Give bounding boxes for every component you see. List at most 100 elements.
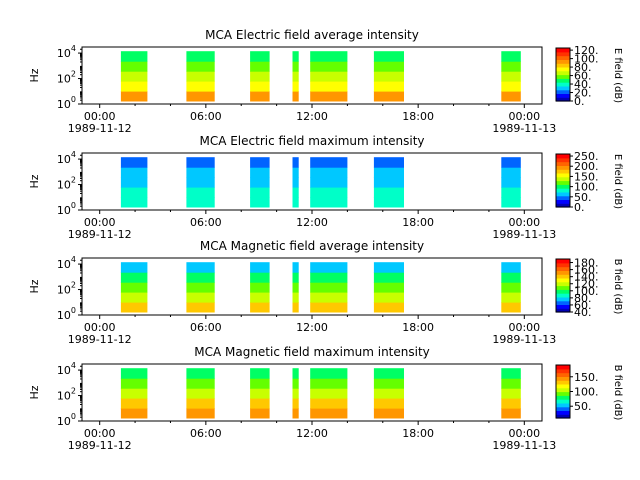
spectrogram-cell — [501, 368, 521, 379]
spectrogram-cell — [250, 292, 270, 303]
spectrogram-cell — [373, 408, 404, 419]
colorbar-segment — [556, 70, 570, 76]
spectrogram-cell — [373, 398, 404, 409]
colorbar-label: E field (dB) — [612, 48, 623, 103]
spectrogram-cell — [120, 177, 148, 188]
x-tick-label: 00:00 — [508, 321, 540, 334]
x-date-label: 1989-11-13 — [492, 228, 556, 241]
colorbar-segment — [556, 296, 570, 302]
colorbar-segment — [556, 184, 570, 189]
colorbar-tick-label: 120. — [574, 44, 599, 57]
colorbar-segment — [556, 199, 570, 204]
spectrogram-cell — [250, 187, 270, 198]
y-axis-label: Hz — [28, 174, 41, 188]
spectrogram-cell — [373, 272, 404, 283]
y-axis-label: Hz — [28, 279, 41, 293]
y-tick-label: 102 — [57, 281, 76, 297]
spectrogram-cell — [120, 262, 148, 273]
x-tick-label: 00:00 — [84, 110, 116, 123]
spectrogram-cell — [250, 157, 270, 168]
spectrogram-cell — [373, 81, 404, 92]
x-tick-label: 00:00 — [508, 110, 540, 123]
colorbar-segment — [556, 165, 570, 170]
spectrogram-cell — [250, 71, 270, 82]
colorbar-segment — [556, 59, 570, 64]
colorbar-segment — [556, 259, 570, 264]
spectrogram-cell — [250, 197, 270, 208]
spectrogram-cell — [292, 408, 299, 419]
colorbar-segment — [556, 395, 570, 400]
spectrogram-cell — [310, 368, 348, 379]
colorbar-segment — [556, 383, 570, 389]
colorbar-segment — [556, 274, 570, 279]
spectrogram-cell — [120, 71, 148, 82]
colorbar-segment — [556, 289, 570, 294]
spectrogram-cell — [250, 388, 270, 399]
colorbar-segment — [556, 169, 570, 174]
colorbar-tick-label: 0. — [574, 95, 585, 108]
spectrogram-cell — [373, 177, 404, 188]
spectrogram-cell — [120, 197, 148, 208]
chart-title: MCA Magnetic field maximum intensity — [194, 345, 430, 359]
spectrogram-cell — [501, 81, 521, 92]
colorbar-segment — [556, 368, 570, 374]
spectrogram-cell — [250, 51, 270, 62]
colorbar-segment — [556, 191, 570, 197]
chart-panel-3: MCA Magnetic field average intensity 100 1… — [28, 239, 623, 346]
spectrogram-cell — [292, 272, 299, 283]
spectrogram-cell — [310, 91, 348, 102]
spectrogram-cell — [310, 292, 348, 303]
colorbar-segment — [556, 391, 570, 396]
spectrogram-cell — [292, 157, 299, 168]
spectrogram-cell — [501, 61, 521, 72]
spectrogram-cell — [250, 302, 270, 313]
spectrogram-cell — [310, 71, 348, 82]
spectrogram-cell — [186, 282, 215, 293]
x-tick-label: 06:00 — [190, 427, 222, 440]
x-tick-label: 00:00 — [84, 321, 116, 334]
spectrogram-cell — [186, 177, 215, 188]
spectrogram-cell — [120, 81, 148, 92]
x-tick-label: 06:00 — [190, 321, 222, 334]
colorbar-segment — [556, 304, 570, 309]
x-date-label: 1989-11-13 — [492, 439, 556, 452]
spectrogram-cell — [501, 302, 521, 313]
spectrogram-cell — [310, 398, 348, 409]
spectrogram-cell — [373, 71, 404, 82]
colorbar-segment — [556, 277, 570, 283]
spectrogram-cell — [373, 61, 404, 72]
colorbar-tick-label: 40. — [574, 306, 592, 319]
spectrogram-cell — [310, 302, 348, 313]
spectrogram-cell — [373, 167, 404, 178]
spectrogram-cell — [310, 81, 348, 92]
spectrogram-cell — [292, 187, 299, 198]
spectrogram-cell — [501, 292, 521, 303]
y-tick-label: 102 — [57, 176, 76, 192]
x-date-label: 1989-11-12 — [68, 333, 132, 346]
spectrogram-cell — [501, 51, 521, 62]
spectrogram-cell — [186, 51, 215, 62]
x-tick-label: 00:00 — [508, 427, 540, 440]
colorbar-tick-label: 0. — [574, 201, 585, 214]
colorbar-segment — [556, 308, 570, 313]
colorbar-tick-label: 60. — [574, 70, 592, 83]
colorbar-tick-label: 50. — [574, 191, 592, 204]
colorbar-tick-label: 150. — [574, 170, 599, 183]
spectrogram-cell — [292, 167, 299, 178]
colorbar-segment — [556, 293, 570, 298]
colorbar-tick-label: 80. — [574, 61, 592, 74]
spectrogram-cell — [373, 388, 404, 399]
y-tick-label: 104 — [57, 150, 76, 166]
spectrogram-cell — [373, 368, 404, 379]
x-tick-label: 18:00 — [402, 110, 434, 123]
chart-title: MCA Electric field maximum intensity — [199, 134, 424, 148]
colorbar-segment — [556, 195, 570, 200]
colorbar-segment — [556, 372, 570, 377]
colorbar-tick-label: 40. — [574, 78, 592, 91]
spectrogram-cell — [186, 398, 215, 409]
spectrogram-cell — [186, 408, 215, 419]
spectrogram-cell — [186, 157, 215, 168]
colorbar-segment — [556, 97, 570, 102]
spectrogram-cell — [292, 398, 299, 409]
